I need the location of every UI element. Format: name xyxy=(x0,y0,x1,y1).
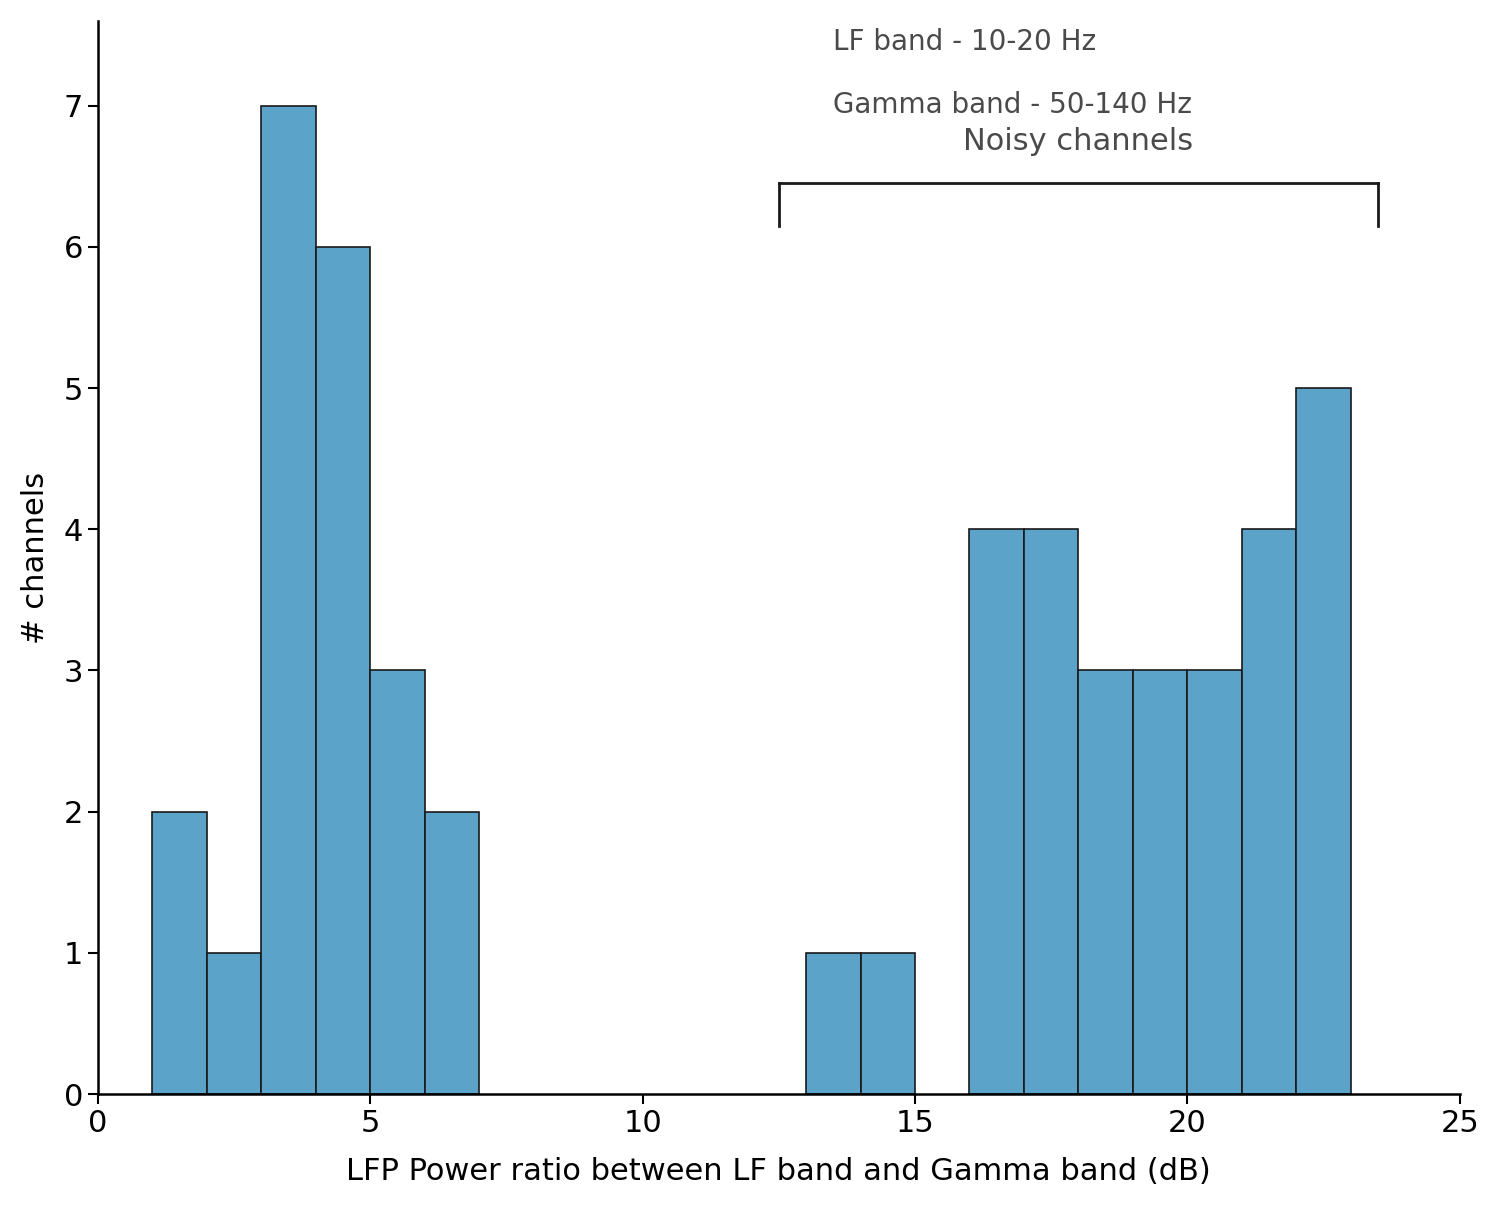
Bar xyxy=(861,952,915,1094)
Bar xyxy=(1024,529,1078,1094)
Bar xyxy=(424,811,478,1094)
Bar xyxy=(153,811,207,1094)
Bar xyxy=(1296,387,1352,1094)
Y-axis label: # channels: # channels xyxy=(21,472,50,643)
Bar xyxy=(969,529,1024,1094)
Bar xyxy=(315,246,370,1094)
X-axis label: LFP Power ratio between LF band and Gamma band (dB): LFP Power ratio between LF band and Gamm… xyxy=(346,1158,1210,1186)
Bar xyxy=(1132,670,1188,1094)
Text: Noisy channels: Noisy channels xyxy=(963,127,1194,156)
Bar xyxy=(261,105,315,1094)
Bar xyxy=(1242,529,1296,1094)
Bar xyxy=(1078,670,1132,1094)
Text: LF band - 10-20 Hz: LF band - 10-20 Hz xyxy=(834,28,1096,56)
Text: Gamma band - 50-140 Hz: Gamma band - 50-140 Hz xyxy=(834,92,1192,119)
Bar xyxy=(1188,670,1242,1094)
Bar xyxy=(370,670,424,1094)
Bar xyxy=(207,952,261,1094)
Bar xyxy=(806,952,861,1094)
